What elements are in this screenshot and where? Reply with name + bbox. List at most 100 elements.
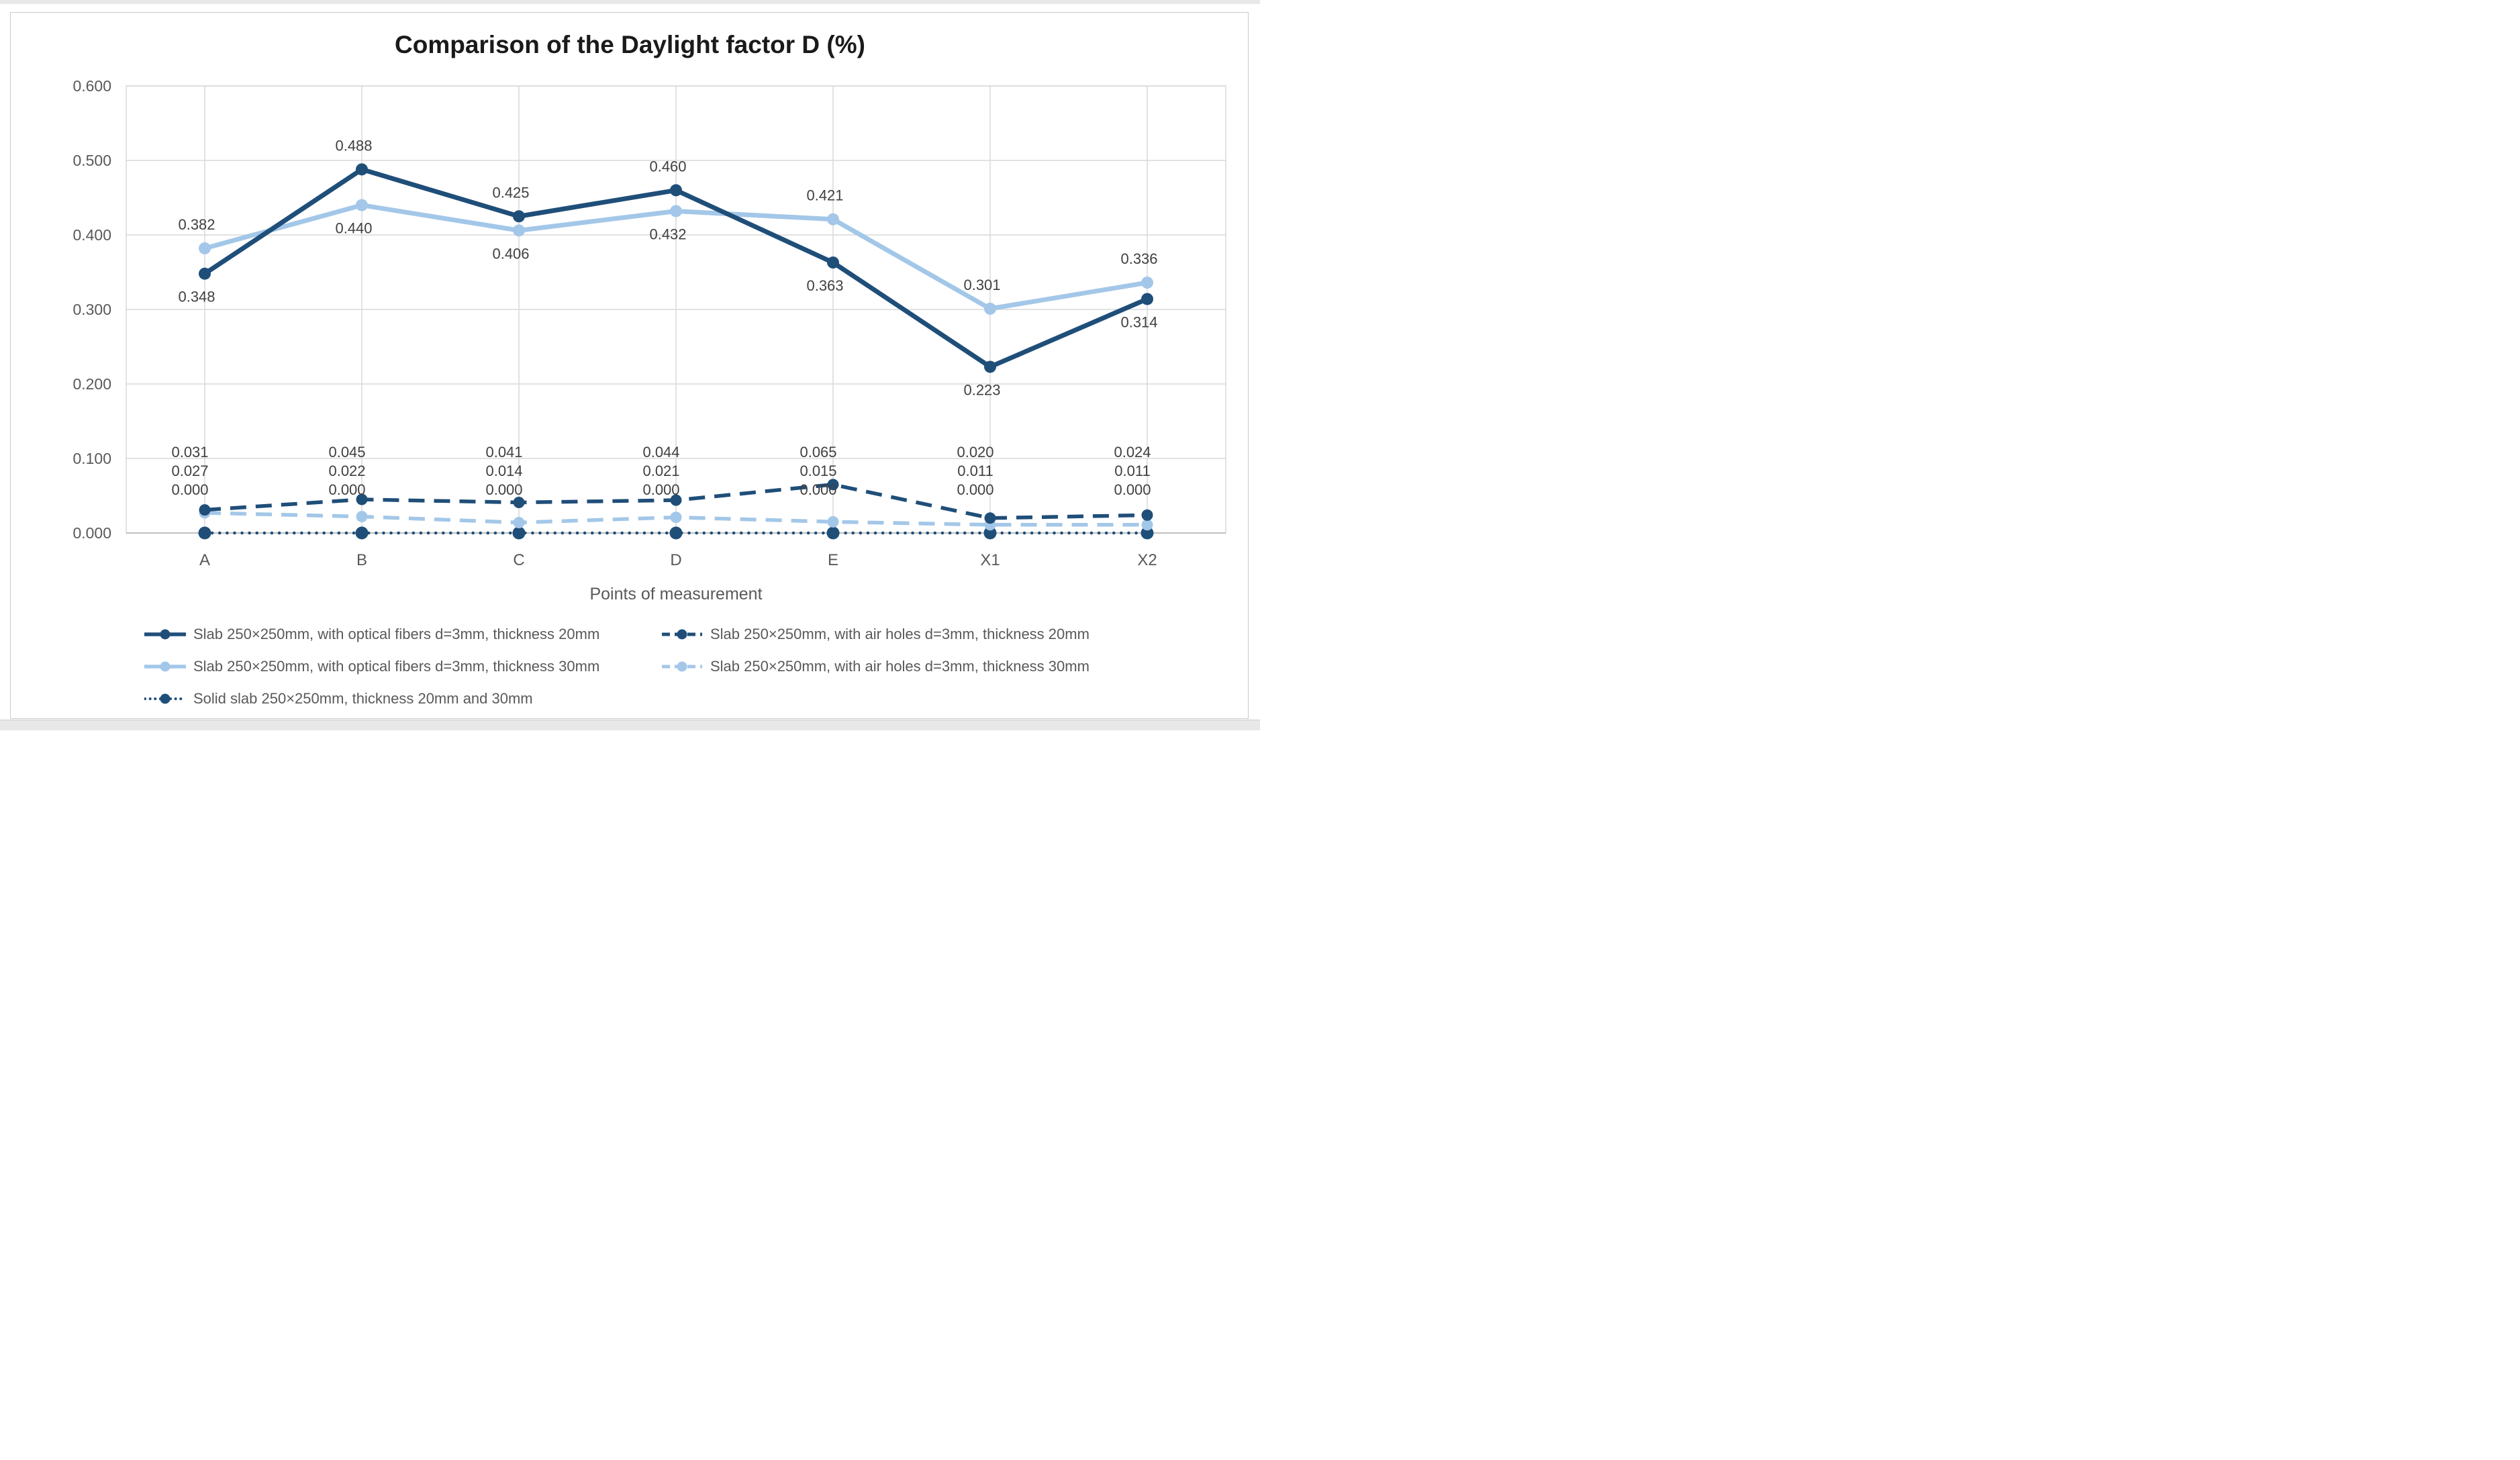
window-top-edge (0, 0, 1260, 4)
data-label: 0.488 (335, 137, 372, 154)
data-label: 0.301 (963, 277, 1000, 293)
series-marker (669, 526, 683, 540)
legend-item-label: Solid slab 250×250mm, thickness 20mm and… (193, 690, 533, 707)
x-tick-label: X2 (1137, 551, 1157, 569)
y-tick-label: 0.300 (72, 301, 111, 318)
legend-dot (160, 629, 171, 640)
line-chart: 0.000 0.100 0.200 0.300 0.400 0.500 0.600 A B C D E… (72, 77, 1226, 603)
chart-window: Comparison of the Daylight factor D (%) … (0, 0, 1260, 730)
y-tick-label: 0.100 (72, 450, 111, 467)
data-label: 0.027 (171, 463, 208, 479)
series-marker (355, 526, 369, 540)
series-marker (1141, 277, 1153, 289)
data-label: 0.406 (492, 245, 529, 262)
data-label: 0.014 (485, 463, 522, 479)
series-marker (983, 526, 997, 540)
series-marker (827, 256, 839, 269)
chart-card (10, 12, 1249, 719)
data-label: 0.022 (328, 463, 365, 479)
series-marker (1141, 509, 1153, 521)
series-marker (670, 494, 682, 506)
data-label: 0.041 (485, 444, 522, 460)
data-label: 0.314 (1120, 313, 1157, 330)
data-label: 0.000 (485, 481, 522, 498)
data-label: 0.000 (957, 481, 994, 498)
data-label: 0.000 (328, 481, 365, 498)
legend-item-solid-slab: Solid slab 250×250mm, thickness 20mm and… (144, 690, 533, 708)
x-tick-label: X1 (980, 551, 1000, 569)
series-marker (1141, 526, 1154, 540)
x-axis-title: Points of measurement (589, 585, 762, 603)
series-marker (827, 479, 839, 491)
data-label: 0.045 (328, 444, 365, 460)
data-label: 0.020 (957, 444, 994, 460)
data-label: 0.021 (642, 463, 679, 479)
series-marker (670, 184, 682, 197)
data-label: 0.015 (799, 463, 836, 479)
solid-dark-line-marker-icon (143, 629, 187, 640)
data-label: 0.044 (642, 444, 679, 460)
data-label: 0.000 (171, 481, 208, 498)
series-marker (984, 512, 996, 524)
data-label: 0.425 (492, 184, 529, 201)
data-label: 0.432 (649, 226, 686, 242)
x-tick-label: D (670, 551, 681, 569)
data-label: 0.348 (178, 289, 215, 305)
dashed-dark-line-marker-icon (661, 628, 703, 640)
legend-item-label: Slab 250×250mm, with optical fibers d=3m… (193, 626, 600, 642)
data-label: 0.000 (799, 481, 836, 498)
series-marker (512, 526, 526, 540)
data-label: 0.363 (806, 277, 843, 294)
series-marker (199, 267, 211, 280)
legend-dot (677, 629, 687, 640)
data-label: 0.460 (649, 158, 686, 175)
y-tick-label: 0.600 (72, 77, 111, 95)
data-label: 0.011 (1114, 463, 1150, 479)
series-marker (984, 360, 996, 373)
series-marker (826, 526, 840, 540)
window-bottom-edge (0, 720, 1260, 730)
x-tick-label: A (199, 551, 210, 569)
legend-dot (160, 661, 171, 672)
data-label: 0.421 (806, 187, 843, 204)
data-label: 0.223 (963, 381, 1000, 398)
series-marker (670, 205, 682, 217)
series-marker (513, 516, 525, 528)
series-marker (356, 493, 368, 505)
legend-item-air-holes-30mm: Slab 250×250mm, with air holes d=3mm, th… (661, 658, 1089, 675)
data-label: 0.382 (178, 216, 215, 233)
series-marker (1141, 293, 1153, 305)
x-tick-label: E (828, 551, 838, 569)
solid-dark-line-marker-icon (143, 628, 187, 640)
series-marker (670, 512, 682, 524)
data-label: 0.024 (1114, 444, 1151, 460)
series-marker (356, 511, 368, 523)
series-marker (513, 496, 525, 508)
series-marker (513, 210, 525, 223)
series-marker (827, 213, 839, 226)
legend-item-label: Slab 250×250mm, with optical fibers d=3m… (193, 658, 600, 675)
y-tick-label: 0.000 (72, 524, 111, 542)
solid-light-line-marker-icon (143, 661, 187, 672)
series-marker (1141, 519, 1153, 531)
legend-dot (160, 693, 171, 704)
series-marker (199, 504, 211, 516)
legend-item-air-holes-20mm: Slab 250×250mm, with air holes d=3mm, th… (661, 626, 1089, 643)
series-marker (199, 242, 211, 254)
y-tick-label: 0.400 (72, 226, 111, 244)
y-tick-label: 0.200 (72, 375, 111, 393)
series-marker (827, 516, 839, 528)
series-marker (198, 526, 211, 540)
dotted-dark-line-marker-icon (144, 693, 187, 704)
y-tick-label: 0.500 (72, 152, 111, 169)
series-marker (356, 199, 368, 211)
dashed-light-line-marker-icon (661, 661, 703, 673)
data-label: 0.031 (171, 444, 208, 460)
series-marker (984, 302, 996, 315)
legend-item-optical-fibers-20mm: Slab 250×250mm, with optical fibers d=3m… (143, 626, 600, 643)
dashed-light-line-marker-icon (662, 661, 702, 672)
data-label: 0.440 (335, 220, 372, 237)
data-label: 0.011 (957, 463, 993, 479)
x-tick-label: B (356, 551, 367, 569)
data-label: 0.065 (799, 444, 836, 460)
